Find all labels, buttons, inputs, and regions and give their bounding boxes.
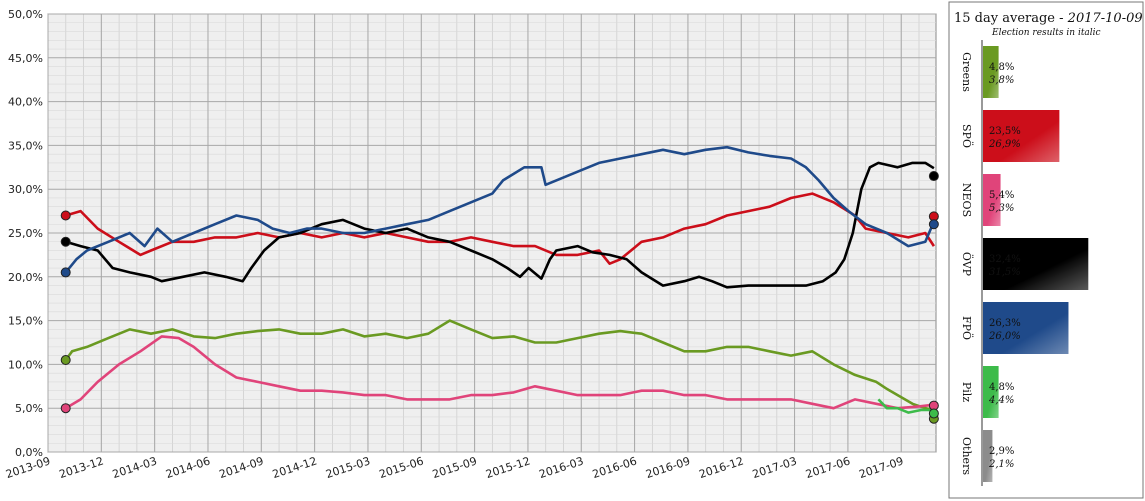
side-bar-Others (983, 430, 993, 482)
election-point-Greens (60, 355, 71, 366)
side-value-current: 4,8% (989, 62, 1014, 73)
side-panel-date-prefix: - (1055, 11, 1068, 26)
election-point-ÖVP (60, 236, 71, 247)
side-bar-ÖVP (983, 238, 1089, 290)
x-tick-label: 2017-03 (751, 454, 799, 481)
side-value-election: 2,1% (988, 459, 1014, 470)
x-tick-label: 2015-06 (377, 454, 425, 481)
y-tick-label: 20,0% (8, 271, 43, 284)
side-value-current: 5,4% (989, 190, 1014, 201)
series-line-NEOS (65, 335, 935, 410)
side-party-label: Greens (960, 52, 973, 92)
side-panel-date: 2017-10-09 (1067, 11, 1143, 26)
side-value-current: 32,4% (989, 254, 1021, 265)
election-point-Pilz (928, 408, 939, 419)
side-value-election: 4,4% (988, 395, 1014, 406)
side-panel-title-text: 15 day average (954, 11, 1055, 26)
side-bar-Pilz (983, 366, 999, 418)
x-tick-label: 2017-06 (804, 454, 852, 481)
side-value-election: 3,8% (989, 75, 1014, 86)
y-tick-label: 10,0% (8, 358, 43, 371)
election-point-FPÖ (928, 219, 939, 230)
x-tick-label: 2015-03 (324, 454, 372, 481)
election-point-SPÖ (60, 210, 71, 221)
election-point-NEOS (60, 403, 71, 414)
x-axis-ticks: 2013-09 2013-12 2014-03 2014-06 2014-09 2014-… (4, 454, 905, 481)
y-tick-label: 25,0% (8, 227, 43, 240)
x-tick-label: 2014-06 (164, 454, 212, 481)
side-value-election: 26,0% (988, 331, 1021, 342)
x-tick-label: 2015-09 (431, 454, 479, 481)
side-bar-Greens (983, 46, 999, 98)
side-value-current: 26,3% (989, 318, 1021, 329)
y-axis-ticks: 0,0% 5,0% 10,0% 15,0% 20,0% 25,0% 30,0% 35,0% 40… (8, 8, 43, 459)
side-value-election: 5,3% (989, 203, 1014, 214)
y-tick-label: 50,0% (8, 8, 43, 21)
side-value-current: 2,9% (989, 446, 1014, 457)
side-panel-title: 15 day average - 2017-10-09 (954, 11, 1143, 26)
y-tick-label: 35,0% (8, 139, 43, 152)
side-party-label: SPÖ (960, 124, 974, 148)
x-tick-label: 2014-09 (217, 454, 265, 481)
series-line-FPÖ (64, 145, 936, 274)
series-line-ÖVP (65, 161, 935, 289)
election-point-ÖVP (928, 171, 939, 182)
side-party-label: ÖVP (960, 252, 974, 277)
y-tick-label: 40,0% (8, 96, 43, 109)
x-tick-label: 2016-06 (591, 454, 639, 481)
side-value-election: 26,9% (988, 139, 1021, 150)
series-lines (64, 145, 936, 414)
side-value-current: 23,5% (989, 126, 1021, 137)
side-party-label: Others (960, 437, 973, 475)
side-party-label: Pilz (960, 382, 973, 402)
election-markers (60, 171, 939, 424)
side-value-election: 31,5% (989, 267, 1021, 278)
series-line-Greens (64, 319, 935, 412)
x-tick-label: 2015-12 (484, 454, 532, 481)
series-line-Pilz (877, 398, 934, 414)
side-bar-NEOS (983, 174, 1001, 226)
x-tick-label: 2014-03 (111, 454, 159, 481)
side-value-current: 4,8% (989, 382, 1014, 393)
y-tick-label: 45,0% (8, 52, 43, 65)
side-panel-bars: Greens 4,8% 3,8% SPÖ 23,5% 26,9% NEOS 5,4% 5,3% Ö… (960, 46, 1089, 482)
y-tick-label: 30,0% (8, 183, 43, 196)
y-tick-label: 5,0% (15, 402, 43, 415)
y-tick-label: 0,0% (15, 446, 43, 459)
x-tick-label: 2013-12 (58, 454, 106, 481)
side-bar-FPÖ (983, 302, 1069, 354)
x-tick-label: 2014-12 (271, 454, 319, 481)
x-tick-label: 2016-09 (644, 454, 692, 481)
side-party-label: FPÖ (960, 316, 974, 340)
x-tick-label: 2017-09 (857, 454, 905, 481)
side-party-label: NEOS (960, 183, 973, 217)
x-tick-label: 2016-12 (697, 454, 745, 481)
y-tick-label: 15,0% (8, 315, 43, 328)
election-point-FPÖ (60, 267, 71, 278)
series-line-SPÖ (65, 192, 935, 265)
x-tick-label: 2016-03 (537, 454, 585, 481)
side-panel-subtitle: Election results in italic (991, 28, 1101, 38)
side-bar-SPÖ (983, 110, 1060, 162)
